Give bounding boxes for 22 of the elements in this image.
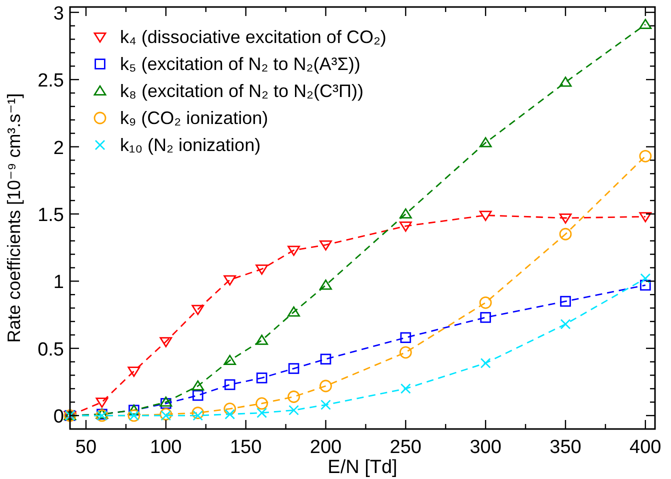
y-tick-label: 1.5 bbox=[38, 204, 64, 226]
y-tick-label: 0.5 bbox=[38, 339, 64, 360]
legend-label: k₈ (excitation of N₂ to N₂(C³Π)) bbox=[120, 81, 364, 101]
x-tick-label: 100 bbox=[150, 437, 182, 458]
y-axis-title: Rate coefficients [10⁻⁹ cm³.s⁻¹] bbox=[4, 93, 24, 343]
legend-label: k₁₀ (N₂ ionization) bbox=[120, 135, 261, 155]
x-axis-title: E/N [Td] bbox=[328, 457, 398, 478]
y-tick-label: 3 bbox=[53, 3, 64, 24]
legend-label: k₄ (dissociative excitation of CO₂) bbox=[120, 27, 386, 47]
legend-label: k₅ (excitation of N₂ to N₂(A³Σ)) bbox=[120, 54, 360, 74]
y-tick-label: 1 bbox=[53, 272, 64, 294]
legend-label: k₉ (CO₂ ionization) bbox=[120, 108, 268, 128]
x-tick-label: 250 bbox=[390, 437, 422, 458]
x-tick-label: 50 bbox=[75, 437, 97, 458]
x-tick-label: 150 bbox=[230, 437, 262, 458]
x-tick-label: 200 bbox=[310, 437, 342, 458]
x-tick-label: 400 bbox=[630, 437, 662, 458]
y-tick-label: 0 bbox=[53, 406, 64, 428]
y-tick-label: 2.5 bbox=[38, 70, 64, 92]
x-tick-label: 350 bbox=[550, 437, 582, 458]
y-tick-label: 2 bbox=[53, 138, 64, 159]
x-tick-label: 300 bbox=[470, 437, 502, 458]
